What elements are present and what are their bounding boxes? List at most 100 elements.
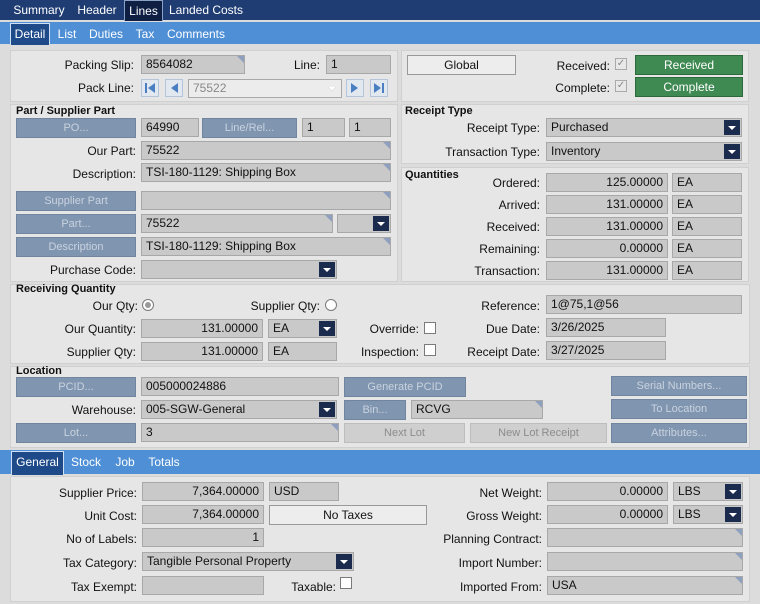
- next-record-button[interactable]: [346, 79, 364, 97]
- quantities-title: Quantities: [405, 169, 459, 181]
- our-part-field[interactable]: 75522: [141, 141, 391, 160]
- tab-detail[interactable]: Detail: [10, 23, 50, 45]
- lot-field[interactable]: 3: [141, 423, 339, 442]
- purchase-code-select[interactable]: [141, 260, 337, 279]
- gross-weight-field[interactable]: 0.00000: [547, 505, 668, 524]
- line-field[interactable]: 1: [326, 55, 391, 74]
- our-uom-select[interactable]: EA: [268, 319, 337, 338]
- tax-category-label: Tax Category:: [62, 556, 137, 570]
- lot-button[interactable]: Lot...: [16, 423, 136, 443]
- tab-comments[interactable]: Comments: [166, 27, 225, 41]
- transaction-type-select[interactable]: Inventory: [546, 142, 742, 161]
- tab-totals[interactable]: Totals: [148, 455, 180, 469]
- reference-field[interactable]: 1@75,1@56: [546, 295, 742, 314]
- complete-checkbox[interactable]: ✓: [615, 80, 627, 92]
- po-button[interactable]: PO...: [16, 118, 136, 138]
- supplier-qty-radio[interactable]: [325, 299, 337, 311]
- pcid-button[interactable]: PCID...: [16, 377, 136, 397]
- to-location-button[interactable]: To Location: [611, 399, 747, 419]
- description-button[interactable]: Description: [16, 237, 136, 257]
- part-button[interactable]: Part...: [16, 214, 136, 234]
- generate-pcid-button[interactable]: Generate PCID: [344, 377, 466, 397]
- location-title: Location: [16, 365, 62, 377]
- attributes-button[interactable]: Attributes...: [611, 423, 747, 443]
- no-taxes-button[interactable]: No Taxes: [269, 505, 427, 525]
- net-weight-uom-select[interactable]: LBS: [673, 482, 743, 501]
- tax-category-select[interactable]: Tangible Personal Property: [142, 552, 354, 571]
- po-rel-field[interactable]: 1: [349, 118, 391, 137]
- revision-select[interactable]: [337, 214, 391, 233]
- next-lot-button[interactable]: Next Lot: [344, 423, 465, 443]
- po-line-field[interactable]: 1: [302, 118, 345, 137]
- supplier-price-field[interactable]: 7,364.00000: [142, 482, 264, 501]
- our-quantity-field[interactable]: 131.00000: [141, 319, 263, 338]
- last-record-button[interactable]: [370, 79, 388, 97]
- tab-job[interactable]: Job: [115, 455, 135, 469]
- received-checkbox[interactable]: ✓: [615, 58, 627, 70]
- import-number-field[interactable]: [547, 552, 743, 571]
- tab-header[interactable]: Header: [77, 3, 117, 17]
- tab-tax[interactable]: Tax: [135, 27, 155, 41]
- first-icon: [145, 83, 155, 93]
- description2-field[interactable]: TSI-180-1129: Shipping Box: [141, 237, 391, 256]
- override-checkbox[interactable]: [424, 322, 436, 334]
- transaction-type-value: Inventory: [551, 144, 601, 158]
- currency-field: USD: [269, 482, 339, 501]
- pack-line-select[interactable]: 75522: [188, 79, 342, 98]
- receipt-type-select[interactable]: Purchased: [546, 118, 742, 137]
- pack-line-label: Pack Line:: [77, 81, 134, 95]
- tab-stock[interactable]: Stock: [70, 455, 101, 469]
- warehouse-select[interactable]: 005-SGW-General: [141, 400, 337, 419]
- receipt-date-field[interactable]: 3/27/2025: [546, 341, 666, 360]
- packing-slip-field[interactable]: 8564082: [141, 55, 245, 74]
- line-rel-button[interactable]: Line/Rel...: [202, 118, 297, 138]
- serial-numbers-button[interactable]: Serial Numbers...: [611, 376, 747, 396]
- gross-weight-uom-value: LBS: [678, 507, 701, 521]
- imported-from-label: Imported From:: [459, 580, 542, 594]
- pcid-field[interactable]: 005000024886: [141, 377, 339, 396]
- tab-lines[interactable]: Lines: [124, 0, 163, 21]
- chevron-down-icon: [725, 484, 741, 499]
- bin-field[interactable]: RCVG: [411, 400, 543, 419]
- po-field[interactable]: 64990: [141, 118, 199, 137]
- our-qty-radio[interactable]: [142, 299, 154, 311]
- net-weight-field[interactable]: 0.00000: [547, 482, 668, 501]
- taxable-checkbox[interactable]: [340, 577, 352, 589]
- top-tab-bar: Summary Header Lines Landed Costs: [0, 0, 760, 21]
- tax-exempt-field[interactable]: [142, 576, 264, 595]
- chevron-down-icon: [373, 216, 389, 231]
- planning-contract-field[interactable]: [547, 528, 743, 547]
- description-field[interactable]: TSI-180-1129: Shipping Box: [141, 163, 391, 182]
- supplier-qty-field[interactable]: 131.00000: [141, 342, 263, 361]
- first-record-button[interactable]: [141, 79, 159, 97]
- complete-button[interactable]: Complete: [635, 77, 743, 97]
- receipt-type-label: Receipt Type:: [466, 121, 540, 135]
- tab-summary[interactable]: Summary: [13, 3, 65, 17]
- tab-general[interactable]: General: [11, 451, 64, 475]
- tab-list[interactable]: List: [57, 27, 77, 41]
- bin-button[interactable]: Bin...: [344, 400, 406, 420]
- supplier-part-button[interactable]: Supplier Part: [16, 191, 136, 211]
- prev-icon: [171, 83, 178, 93]
- prev-record-button[interactable]: [165, 79, 183, 97]
- inspection-checkbox[interactable]: [424, 344, 436, 356]
- override-label: Override:: [369, 322, 419, 336]
- tab-duties[interactable]: Duties: [88, 27, 123, 41]
- unit-cost-field[interactable]: 7,364.00000: [142, 505, 264, 524]
- new-lot-receipt-button[interactable]: New Lot Receipt: [470, 423, 607, 443]
- received-button[interactable]: Received: [635, 55, 743, 75]
- line-tab-bar: Detail List Duties Tax Comments: [0, 22, 760, 45]
- gross-weight-uom-select[interactable]: LBS: [673, 505, 743, 524]
- due-date-field[interactable]: 3/26/2025: [546, 318, 666, 337]
- no-of-labels-field[interactable]: 1: [142, 528, 264, 547]
- supplier-part-field[interactable]: [141, 191, 391, 210]
- global-button[interactable]: Global: [407, 55, 516, 75]
- next-icon: [351, 83, 358, 93]
- imported-from-field[interactable]: USA: [547, 576, 743, 595]
- tab-landed-costs[interactable]: Landed Costs: [168, 3, 244, 17]
- chevron-down-icon: [724, 144, 740, 159]
- part-field[interactable]: 75522: [141, 214, 333, 233]
- inspection-label: Inspection:: [360, 345, 419, 359]
- gross-weight-label: Gross Weight:: [466, 509, 542, 523]
- chevron-down-icon: [336, 554, 352, 569]
